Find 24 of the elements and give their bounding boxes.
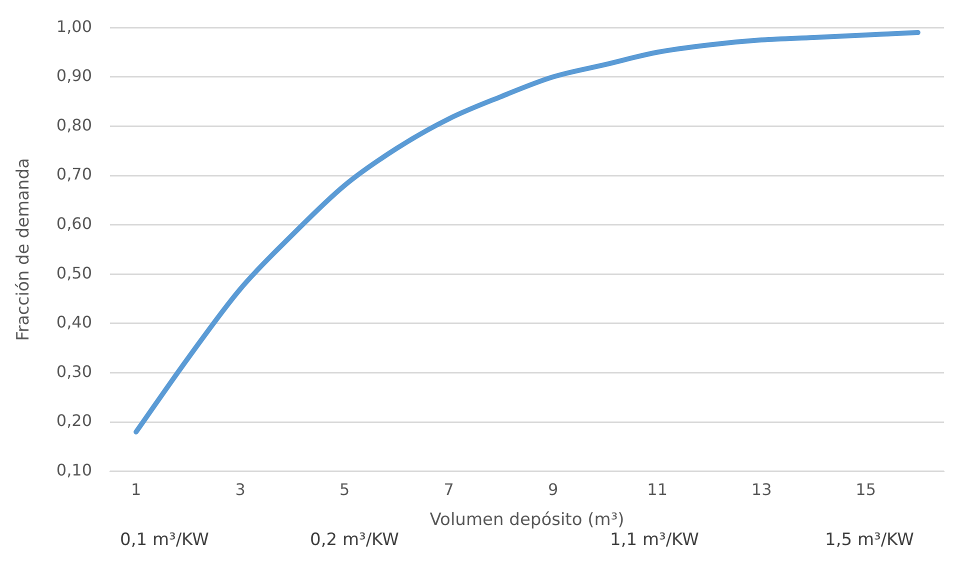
text: 0,1 m³/KW bbox=[120, 530, 209, 550]
y-tick-label: 0,90 bbox=[56, 66, 92, 86]
x-tick-label: 5 bbox=[339, 480, 350, 500]
text: 0,2 m³/KW bbox=[310, 530, 399, 550]
x-axis-title: Volumen depósito (m³) bbox=[430, 510, 624, 530]
x-tick-label: 7 bbox=[444, 480, 454, 500]
y-tick-label: 0,60 bbox=[56, 214, 92, 233]
x-tick-label: 13 bbox=[751, 480, 772, 500]
x-tick-label: 9 bbox=[548, 480, 558, 500]
x-tick-label: 15 bbox=[856, 480, 876, 500]
y-tick-label: 0,40 bbox=[56, 312, 92, 332]
text: 1,1 m³/KW bbox=[610, 530, 699, 550]
y-tick-label: 0,70 bbox=[56, 164, 92, 184]
x-tick-label: 3 bbox=[235, 480, 246, 500]
y-tick-label: 0,10 bbox=[56, 460, 92, 480]
y-tick-label: 1,00 bbox=[56, 16, 92, 36]
y-axis-title: Fracción de demanda bbox=[14, 158, 34, 341]
y-tick-label: 0,30 bbox=[56, 362, 92, 381]
x-tick-label: 11 bbox=[647, 480, 668, 500]
y-tick-label: 0,20 bbox=[56, 411, 92, 430]
x-tick-label: 1 bbox=[130, 480, 142, 500]
y-tick-label: 0,50 bbox=[56, 263, 92, 282]
text: 1,5 m³/KW bbox=[825, 530, 914, 550]
y-tick-label: 0,80 bbox=[56, 115, 92, 134]
